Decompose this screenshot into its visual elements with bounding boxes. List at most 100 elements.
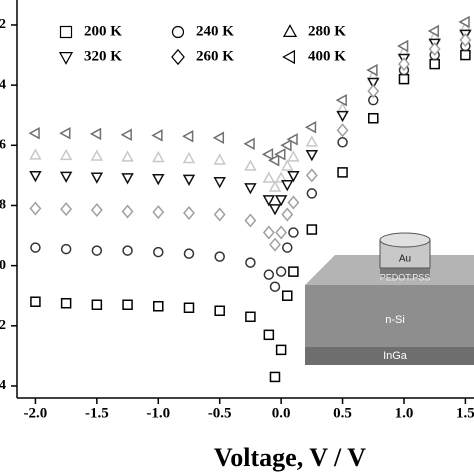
marker	[262, 171, 276, 183]
marker	[281, 159, 294, 171]
marker	[213, 153, 226, 165]
marker	[152, 205, 165, 220]
marker	[336, 123, 349, 138]
marker	[274, 195, 288, 207]
marker	[60, 243, 72, 255]
marker	[269, 371, 281, 383]
inset-label: n-Si	[385, 314, 405, 326]
marker	[244, 183, 257, 195]
marker	[305, 149, 319, 162]
marker	[367, 77, 380, 90]
marker	[212, 131, 225, 144]
marker	[90, 202, 103, 217]
marker	[282, 24, 298, 38]
marker	[58, 51, 74, 65]
marker	[263, 269, 275, 280]
marker	[366, 63, 378, 77]
marker	[368, 112, 379, 124]
marker	[59, 127, 71, 140]
marker	[287, 150, 300, 162]
marker	[29, 171, 42, 183]
legend-label: 280 K	[308, 23, 346, 39]
marker	[153, 300, 164, 312]
legend-label: 260 K	[196, 48, 234, 64]
x-tick-label: 0.0	[272, 405, 291, 421]
marker	[274, 171, 288, 183]
marker	[304, 121, 317, 134]
marker	[244, 213, 257, 228]
marker	[213, 207, 226, 222]
marker	[60, 297, 72, 309]
marker	[288, 227, 299, 238]
marker	[30, 296, 41, 307]
marker	[29, 201, 42, 216]
marker	[336, 110, 349, 123]
x-tick-label: 1.0	[395, 405, 414, 421]
marker	[281, 180, 294, 192]
marker	[305, 135, 319, 147]
marker	[122, 299, 133, 310]
marker	[121, 173, 134, 185]
marker	[429, 58, 440, 70]
inset-label: Au	[399, 254, 411, 265]
y-tick-label: -12	[0, 318, 6, 333]
marker	[245, 257, 256, 268]
marker	[281, 207, 294, 222]
marker	[288, 266, 299, 277]
marker	[459, 32, 472, 48]
legend-label: 240 K	[196, 23, 234, 39]
marker	[428, 42, 441, 57]
marker	[214, 251, 225, 262]
marker	[282, 49, 295, 65]
marker	[90, 172, 104, 184]
inset: Au PEDOT:PSS n-Si InGa	[305, 232, 474, 365]
inset-pedot	[380, 268, 430, 278]
marker	[275, 225, 288, 240]
y-tick-label: -2	[0, 17, 6, 32]
marker	[268, 180, 282, 192]
marker	[152, 150, 165, 163]
x-tick-label: -0.5	[208, 405, 232, 421]
marker	[59, 148, 73, 161]
inset-au-top	[379, 232, 431, 248]
marker	[286, 133, 298, 146]
marker	[183, 248, 195, 259]
y-tick-label: -14	[0, 378, 6, 393]
marker	[30, 242, 41, 253]
marker	[460, 49, 471, 61]
y-tick-label: -8	[0, 198, 6, 213]
inset-label: PEDOT:PSS	[380, 272, 431, 282]
marker	[337, 167, 348, 178]
x-tick-label: 0.5	[333, 405, 352, 421]
marker	[28, 127, 40, 140]
marker	[59, 25, 73, 39]
marker	[397, 39, 409, 53]
x-axis-title: Voltage, V / V	[214, 443, 366, 472]
marker	[269, 281, 281, 292]
marker	[182, 151, 196, 164]
x-tick-label: 1.5	[456, 405, 474, 421]
marker	[268, 204, 282, 216]
marker	[152, 174, 165, 186]
marker	[280, 139, 292, 152]
marker	[275, 344, 287, 356]
marker	[213, 177, 226, 189]
legend-label: 400 K	[308, 48, 346, 64]
marker	[244, 159, 257, 171]
marker	[91, 245, 103, 256]
marker	[151, 129, 163, 142]
marker	[121, 150, 134, 162]
x-tick-label: -1.5	[85, 405, 109, 421]
inset-si-front	[305, 285, 474, 347]
marker	[171, 25, 185, 39]
marker	[305, 168, 318, 183]
marker	[306, 188, 318, 199]
marker	[268, 154, 280, 167]
marker	[282, 290, 293, 301]
marker	[262, 225, 275, 240]
y-tick-label: -6	[0, 138, 6, 153]
marker	[367, 84, 380, 99]
marker	[269, 237, 281, 252]
legend-label: 200 K	[84, 23, 122, 39]
